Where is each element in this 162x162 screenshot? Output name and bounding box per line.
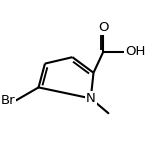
Text: Br: Br <box>1 94 15 107</box>
Text: OH: OH <box>125 45 145 58</box>
Text: N: N <box>86 92 96 105</box>
Text: O: O <box>98 21 109 34</box>
